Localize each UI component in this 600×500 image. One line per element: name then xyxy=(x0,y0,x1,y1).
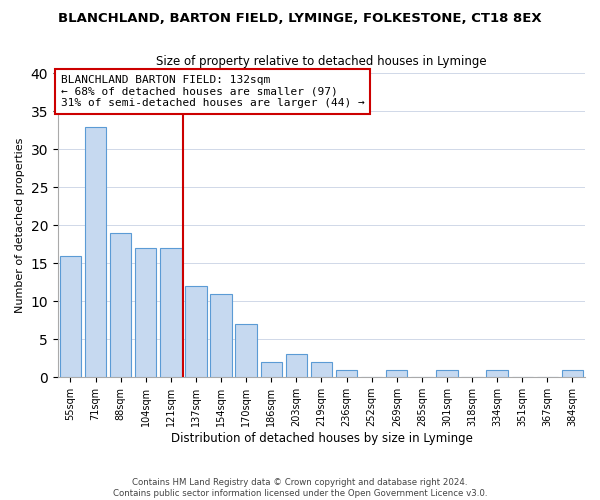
Title: Size of property relative to detached houses in Lyminge: Size of property relative to detached ho… xyxy=(156,55,487,68)
Text: Contains HM Land Registry data © Crown copyright and database right 2024.
Contai: Contains HM Land Registry data © Crown c… xyxy=(113,478,487,498)
Text: BLANCHLAND BARTON FIELD: 132sqm
← 68% of detached houses are smaller (97)
31% of: BLANCHLAND BARTON FIELD: 132sqm ← 68% of… xyxy=(61,75,364,108)
Bar xyxy=(235,324,257,377)
Bar xyxy=(211,294,232,377)
Bar xyxy=(487,370,508,377)
Bar xyxy=(436,370,458,377)
Bar xyxy=(562,370,583,377)
Bar xyxy=(185,286,206,377)
Bar xyxy=(135,248,157,377)
Bar xyxy=(160,248,182,377)
Text: BLANCHLAND, BARTON FIELD, LYMINGE, FOLKESTONE, CT18 8EX: BLANCHLAND, BARTON FIELD, LYMINGE, FOLKE… xyxy=(58,12,542,26)
Bar xyxy=(311,362,332,377)
Bar xyxy=(260,362,282,377)
Bar xyxy=(386,370,407,377)
Bar xyxy=(286,354,307,377)
Bar xyxy=(60,256,81,377)
Bar xyxy=(336,370,357,377)
Bar xyxy=(85,126,106,377)
Y-axis label: Number of detached properties: Number of detached properties xyxy=(15,138,25,313)
Bar xyxy=(110,233,131,377)
X-axis label: Distribution of detached houses by size in Lyminge: Distribution of detached houses by size … xyxy=(170,432,472,445)
